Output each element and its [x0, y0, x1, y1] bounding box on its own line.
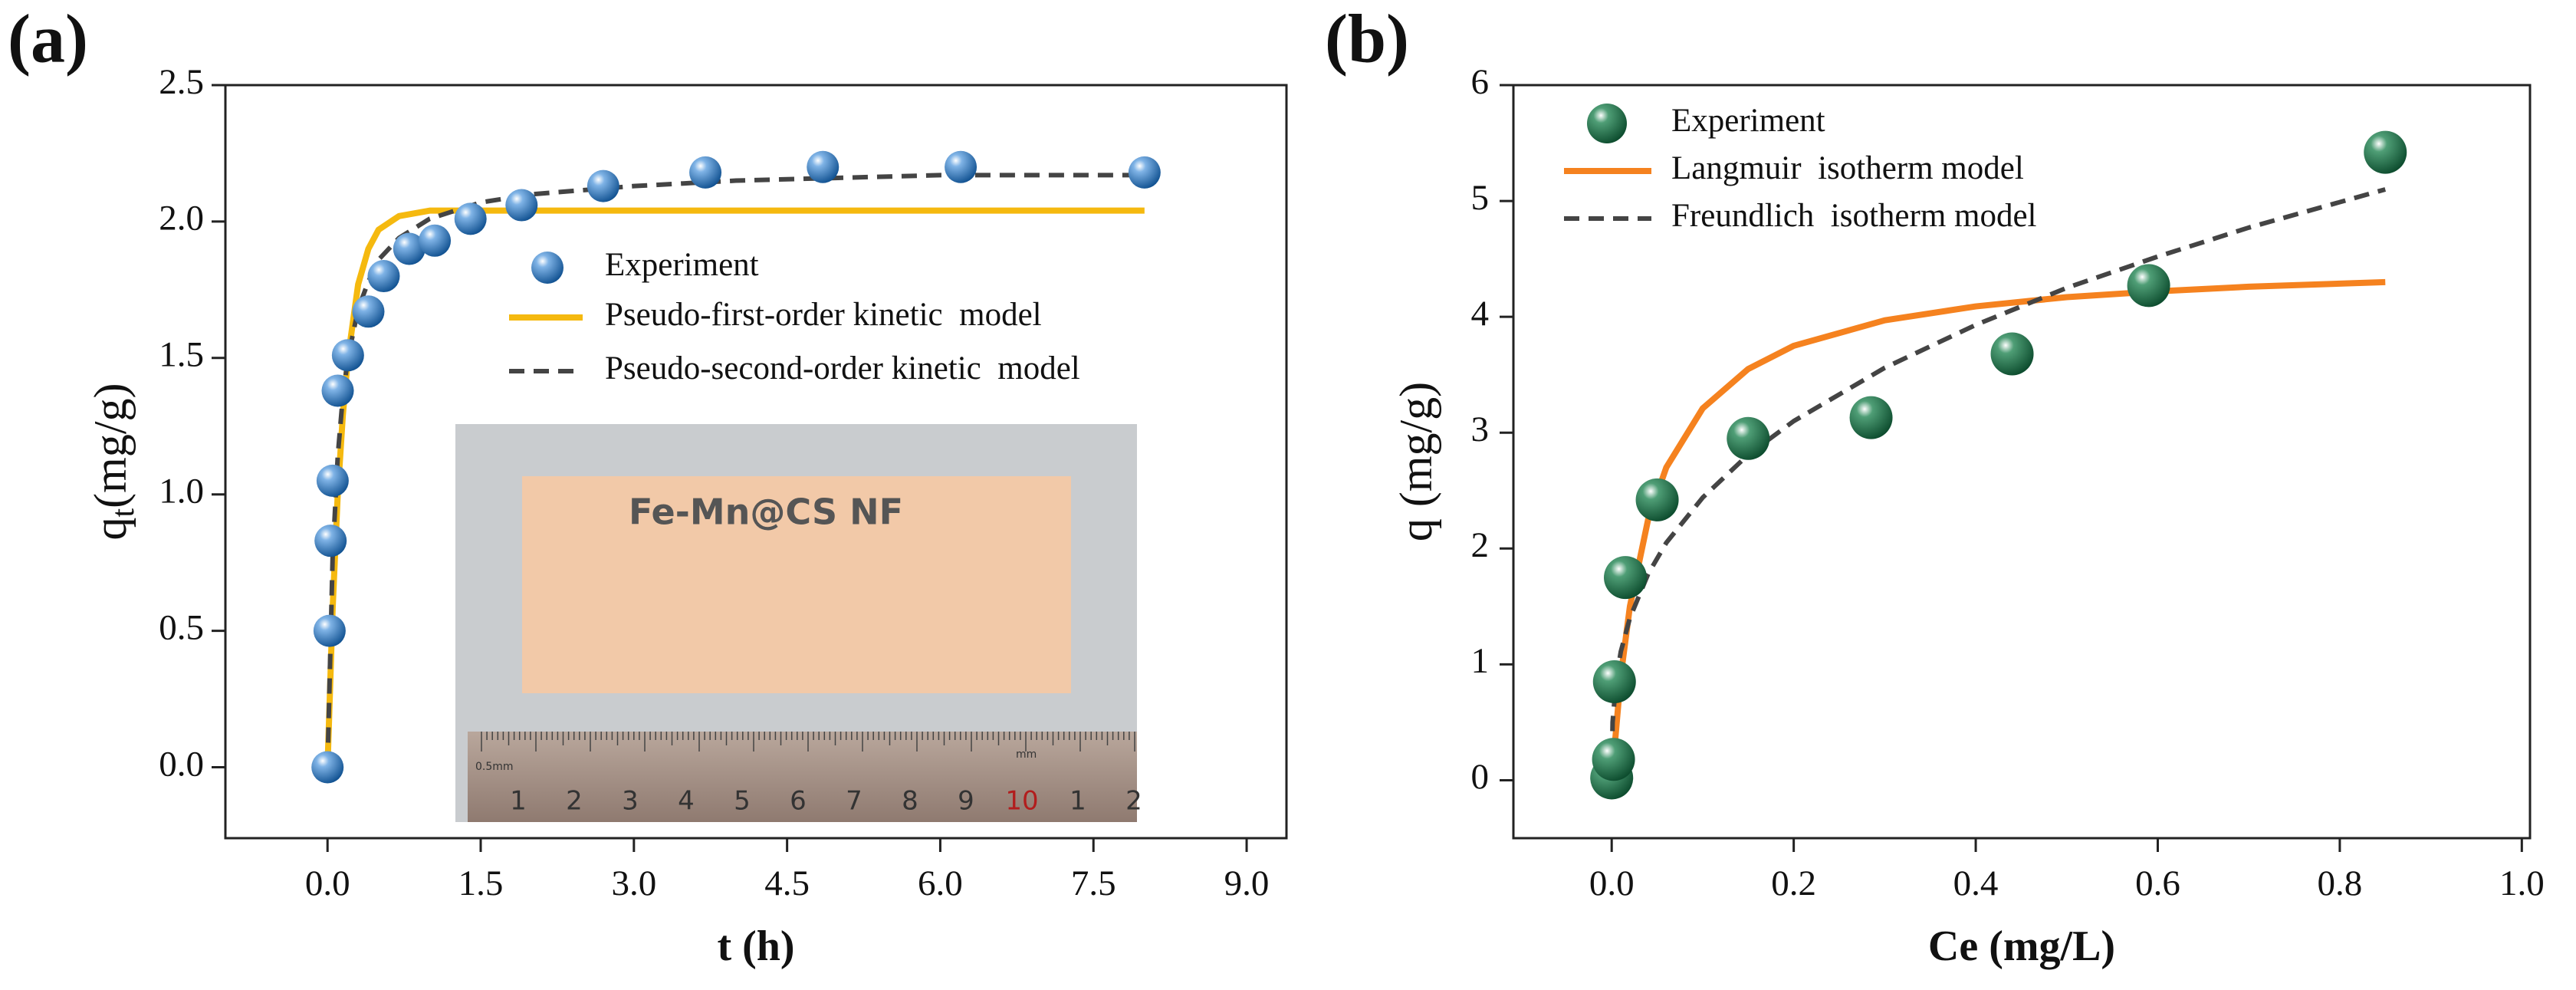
y-tick-label: 4 — [1471, 294, 1490, 334]
ruler-label: 1 — [1070, 786, 1086, 817]
data-point — [419, 224, 452, 257]
data-point — [2364, 130, 2407, 174]
data-point — [586, 169, 619, 202]
data-point — [807, 150, 840, 183]
data-point — [314, 525, 347, 557]
ruler-small: mm — [1016, 748, 1037, 761]
x-tick-label: 3.0 — [611, 863, 656, 903]
y-title-main: q (mg/g) — [1391, 382, 1441, 541]
legend-label: Freundlich isotherm model — [1671, 198, 2037, 234]
data-point — [321, 374, 354, 407]
y-tick-label: 0 — [1471, 757, 1490, 797]
y-tick-label: 1.5 — [159, 335, 204, 375]
data-point — [1592, 660, 1636, 704]
y-title-unit: (mg/g) — [85, 383, 136, 508]
model-line — [1609, 187, 2387, 781]
panel-label: (a) — [8, 2, 88, 77]
x-tick-label: 0.6 — [2135, 863, 2180, 903]
data-point — [1990, 332, 2034, 376]
x-tick-label: 1.0 — [2499, 863, 2545, 903]
x-tick-label: 1.5 — [458, 863, 504, 903]
plot-frame — [1512, 84, 2532, 840]
y-axis-title: q (mg/g) — [1391, 382, 1441, 541]
paper — [522, 476, 1071, 693]
plot-frame — [224, 84, 1288, 840]
inset-label: Fe-Mn@CS NF — [629, 492, 903, 533]
data-point — [316, 464, 349, 497]
data-point — [313, 614, 346, 647]
y-title-sub: t — [106, 508, 141, 517]
data-point — [1592, 738, 1635, 781]
ruler-small: 0.5mm — [475, 761, 514, 773]
legend-label: Pseudo-second-order kinetic model — [605, 350, 1080, 386]
y-tick-label: 5 — [1471, 178, 1490, 218]
data-point — [1635, 478, 1679, 521]
y-title-main: q — [85, 517, 136, 540]
y-tick-label: 0.5 — [159, 607, 204, 647]
ruler-label: 8 — [902, 786, 918, 817]
ruler-label: 2 — [566, 786, 583, 817]
model-line — [325, 173, 1145, 768]
ruler-label: 9 — [958, 786, 974, 817]
ruler-label: 1 — [510, 786, 527, 817]
data-point — [689, 156, 722, 189]
ruler-label: 6 — [790, 786, 807, 817]
data-point — [2127, 264, 2170, 308]
data-point — [1128, 156, 1161, 189]
ruler-label: 7 — [846, 786, 863, 817]
inset-photo: Fe-Mn@CS NF 1 2 3 4 5 6 7 8 9 10 1 2 0.5mm mm — [455, 424, 1142, 822]
data-point — [945, 150, 978, 183]
y-tick-label: 6 — [1471, 62, 1490, 102]
y-axis-title: qt(mg/g) — [85, 383, 141, 541]
y-tick-label: 0.0 — [159, 744, 204, 784]
ruler-label: 3 — [622, 786, 639, 817]
legend-label: Experiment — [1671, 103, 1825, 139]
data-point — [1727, 416, 1770, 460]
ruler-label: 5 — [734, 786, 751, 817]
y-tick-label: 1.0 — [159, 471, 204, 511]
legend-label: Langmuir isotherm model — [1671, 150, 2024, 186]
panel-label: (b) — [1325, 2, 1409, 77]
y-tick-label: 2 — [1471, 525, 1490, 565]
data-point — [1849, 396, 1893, 439]
y-tick-label: 2.0 — [159, 199, 204, 238]
x-tick-label: 7.5 — [1071, 863, 1116, 903]
y-tick-label: 1 — [1471, 641, 1490, 681]
legend-label: Experiment — [605, 247, 759, 283]
x-tick-label: 0.4 — [1953, 863, 1999, 903]
x-tick-label: 0.8 — [2318, 863, 2363, 903]
data-point — [352, 295, 385, 328]
data-point — [1604, 556, 1648, 600]
model-line — [324, 207, 1145, 768]
data-point — [393, 232, 426, 265]
data-point — [311, 751, 344, 784]
data-point — [331, 339, 364, 372]
x-tick-label: 0.2 — [1771, 863, 1816, 903]
x-tick-label: 0.0 — [1589, 863, 1635, 903]
ruler-label: 2 — [1125, 786, 1142, 817]
x-tick-label: 6.0 — [918, 863, 963, 903]
ruler-label: 10 — [1005, 786, 1038, 817]
ruler-label: 4 — [678, 786, 695, 817]
x-axis-title: t (h) — [717, 923, 794, 970]
data-point — [505, 189, 538, 222]
data-point — [367, 260, 400, 293]
data-point — [454, 202, 487, 235]
y-tick-label: 3 — [1471, 409, 1490, 449]
x-tick-label: 0.0 — [305, 863, 350, 903]
x-axis-title: Ce (mg/L) — [1928, 923, 2115, 970]
x-tick-label: 4.5 — [764, 863, 810, 903]
x-tick-label: 9.0 — [1224, 863, 1270, 903]
legend-marker — [1587, 104, 1627, 143]
legend-marker — [531, 252, 564, 284]
y-tick-label: 2.5 — [159, 62, 204, 102]
legend-label: Pseudo-first-order kinetic model — [605, 297, 1042, 333]
